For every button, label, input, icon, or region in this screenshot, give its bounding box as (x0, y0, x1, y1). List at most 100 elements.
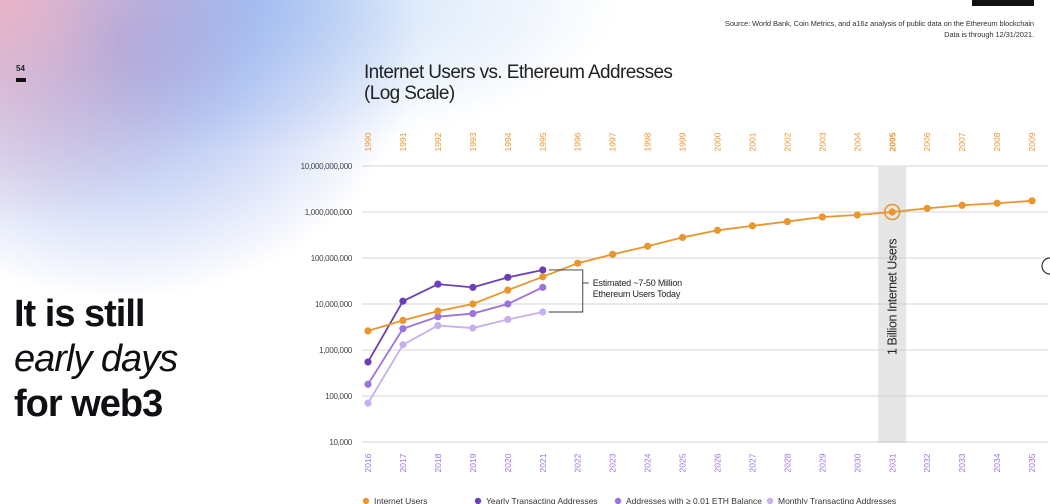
y-tick-label: 10,000,000 (315, 300, 353, 309)
data-point (504, 273, 512, 281)
headline-line-3: for web3 (14, 383, 163, 425)
series-line (367, 286, 544, 385)
data-point (923, 204, 931, 212)
top-accent-bar (972, 0, 1034, 6)
y-tick-label: 10,000,000,000 (301, 162, 353, 171)
y-tick-label: 1,000,000 (319, 346, 353, 355)
bottom-axis-label: 2032 (922, 453, 932, 472)
data-point (1028, 197, 1036, 205)
bottom-axis-label: 2016 (363, 453, 373, 472)
top-axis-label: 1993 (468, 132, 478, 151)
source-note: Source: World Bank, Coin Metrics, and a1… (514, 18, 1034, 40)
data-point (434, 321, 442, 330)
bottom-axis-label: 2029 (817, 453, 827, 472)
top-axis-label: 1992 (433, 132, 443, 151)
data-point (364, 399, 372, 407)
top-axis-label: 1991 (398, 132, 408, 151)
source-line-2: Data is through 12/31/2021. (944, 30, 1034, 39)
top-axis-label: 2005 (887, 132, 897, 151)
data-point (539, 308, 547, 316)
data-point (504, 300, 512, 308)
y-tick-label: 100,000 (325, 392, 353, 401)
data-point (399, 341, 407, 349)
top-axis-label: 2006 (922, 132, 932, 151)
top-axis-label: 1990 (363, 132, 373, 151)
top-axis-label: 2001 (747, 132, 757, 151)
bottom-axis-label: 2034 (992, 453, 1002, 472)
legend-label: Yearly Transacting Addresses (486, 496, 598, 504)
data-point (539, 273, 547, 281)
data-point (539, 283, 547, 291)
bottom-axis-label: 2021 (538, 453, 548, 472)
top-axis-label: 2008 (992, 132, 1002, 151)
y-tick-label: 100,000,000 (311, 254, 353, 263)
top-axis-label: 2002 (782, 132, 792, 151)
edge-circle (1041, 257, 1050, 275)
highlight-ring (883, 203, 901, 221)
data-point (469, 309, 477, 318)
bottom-axis-label: 2033 (957, 453, 967, 472)
legend-marker (362, 497, 370, 504)
series-line (367, 199, 1033, 332)
data-point (469, 300, 477, 308)
data-point (434, 280, 442, 288)
source-line-1: Source: World Bank, Coin Metrics, and a1… (724, 19, 1034, 28)
data-point (399, 325, 407, 333)
data-point (539, 266, 547, 274)
bottom-axis-label: 2028 (782, 453, 792, 472)
annotation-line-1: Estimated ~7-50 Million (593, 278, 682, 288)
data-point (504, 286, 512, 294)
bottom-axis-label: 2027 (747, 453, 757, 472)
legend-marker (766, 497, 774, 504)
legend-marker (614, 497, 622, 504)
legend-label: Monthly Transacting Addresses (778, 496, 896, 504)
data-point (818, 213, 826, 221)
series-line (367, 269, 543, 363)
data-point (993, 199, 1001, 207)
legend-marker (474, 497, 482, 504)
annotation-line-2: Ethereum Users Today (593, 289, 681, 299)
annotation-bracket (548, 269, 584, 313)
bottom-axis-label: 2030 (852, 453, 862, 472)
data-point (713, 226, 722, 234)
data-point (958, 201, 966, 209)
top-axis-label: 2003 (817, 132, 827, 151)
page-number: 54 (16, 64, 25, 73)
data-point (399, 316, 407, 325)
y-tick-label: 1,000,000,000 (305, 208, 353, 217)
bottom-axis-label: 2035 (1027, 453, 1037, 472)
top-axis-label: 1997 (608, 132, 618, 151)
data-point (574, 259, 582, 267)
data-point (609, 250, 617, 258)
data-point (678, 233, 687, 242)
series-line (367, 311, 543, 404)
page-marker (16, 78, 26, 82)
headline-line-2: early days (14, 338, 178, 380)
bottom-axis-label: 2020 (503, 453, 513, 472)
chart-title: Internet Users vs. Ethereum Addresses (L… (364, 62, 673, 104)
bottom-axis-label: 2031 (887, 453, 897, 472)
bottom-axis-label: 2018 (433, 453, 443, 472)
data-point (364, 358, 372, 366)
bottom-axis-label: 2024 (643, 453, 653, 472)
top-axis-label: 2009 (1027, 132, 1037, 151)
data-point (504, 315, 512, 324)
bottom-axis-label: 2025 (678, 453, 688, 472)
top-axis-label: 2004 (852, 132, 862, 151)
data-point (469, 324, 477, 332)
data-point (399, 297, 407, 305)
top-axis-label: 1998 (643, 132, 653, 151)
data-point (364, 380, 372, 388)
top-axis-label: 1996 (573, 132, 583, 151)
top-axis-label: 2000 (713, 132, 723, 151)
top-axis-label: 2007 (957, 132, 967, 151)
slide-headline: It is still early days for web3 (14, 292, 178, 427)
highlight-label: 1 Billion Internet Users (885, 239, 899, 355)
data-point (364, 327, 372, 335)
bottom-axis-label: 2022 (573, 453, 583, 472)
bottom-axis-label: 2023 (608, 453, 618, 472)
bottom-axis-label: 2019 (468, 453, 478, 472)
data-point (434, 313, 442, 321)
